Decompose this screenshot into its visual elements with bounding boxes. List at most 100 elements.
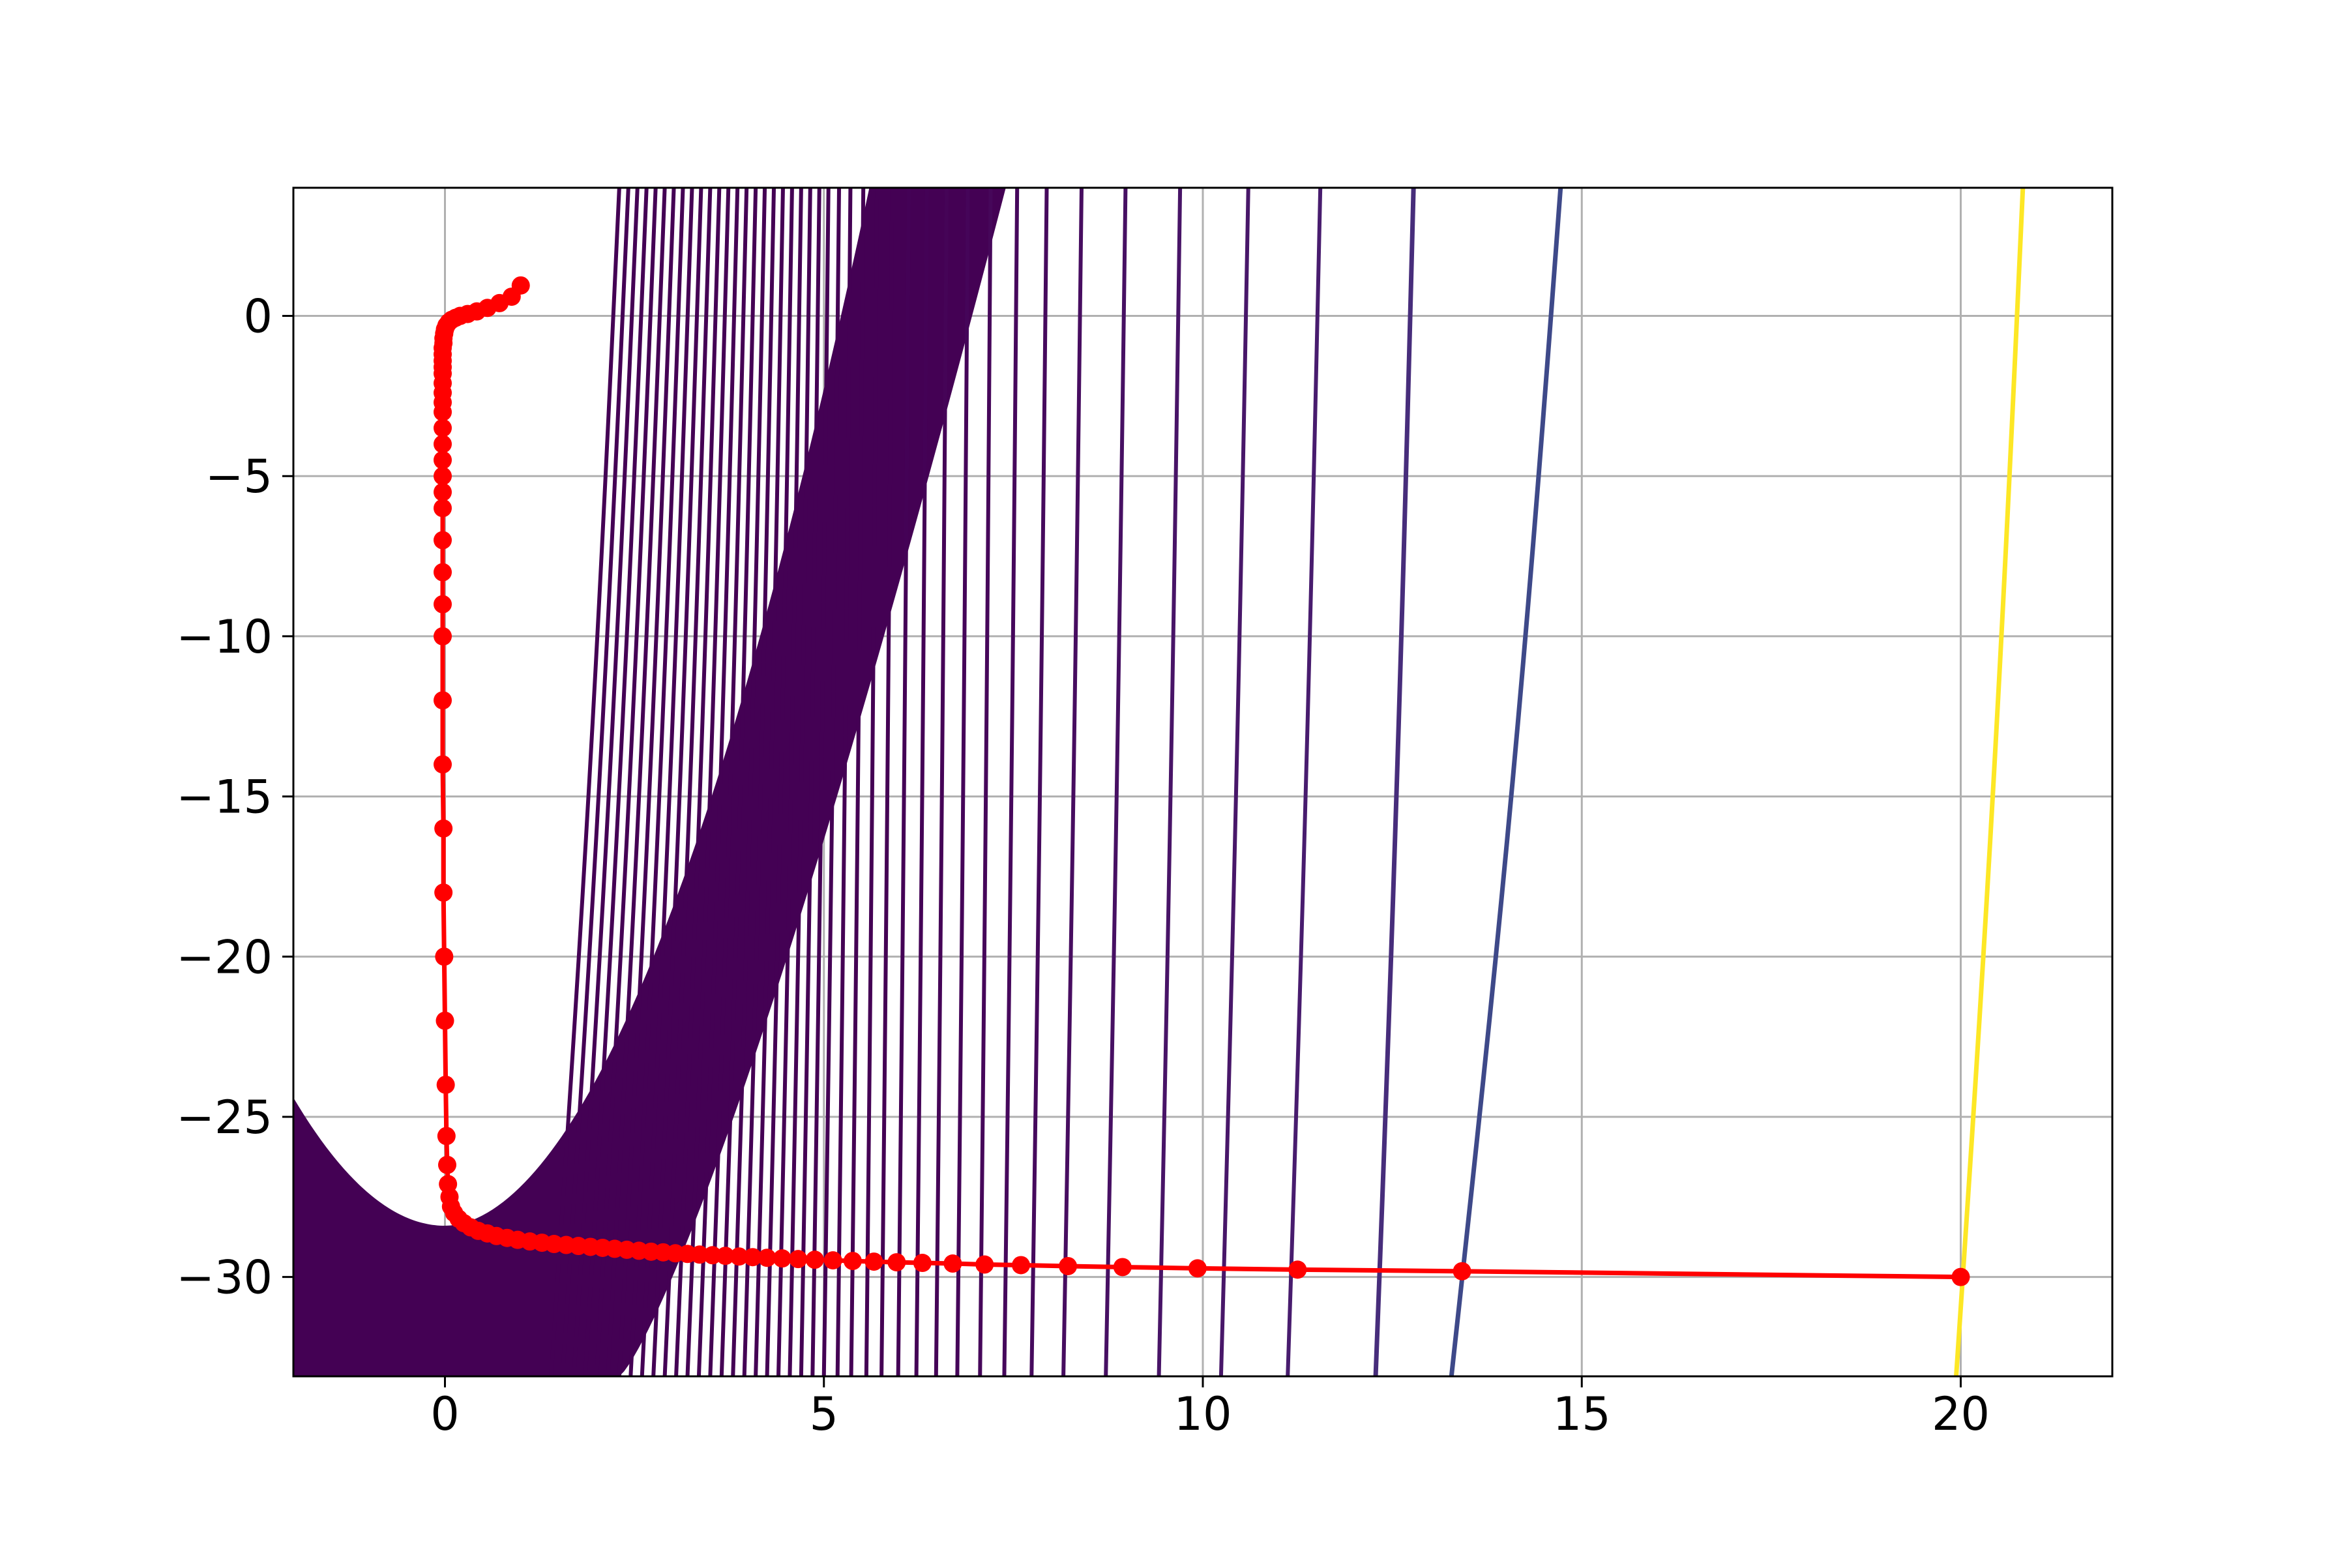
- x-tick-label-3: 15: [1553, 1387, 1611, 1441]
- contour-line-9: [651, 188, 703, 1376]
- trajectory-point-58: [434, 627, 452, 645]
- trajectory-point-61: [434, 531, 452, 550]
- contour-line-6: [617, 188, 676, 1376]
- contour-line-40: [1286, 188, 1323, 1376]
- trajectory-point-63: [434, 482, 452, 501]
- trajectory-point-21: [703, 1246, 722, 1265]
- contour-line-35: [1029, 188, 1049, 1376]
- contour-line-34: [1002, 188, 1020, 1376]
- contour-line-31: [934, 188, 949, 1376]
- contour-line-11: [674, 188, 722, 1376]
- contour-line-32: [955, 188, 970, 1376]
- trajectory-point-56: [434, 755, 452, 774]
- contour-line-16: [731, 188, 767, 1376]
- trajectory-point-64: [434, 467, 452, 486]
- trajectory-point-48: [439, 1175, 458, 1194]
- contour-line-30: [914, 188, 929, 1376]
- trajectory-point-9: [913, 1254, 932, 1273]
- trajectory-point-14: [805, 1250, 824, 1269]
- y-tick-label-2: −10: [176, 610, 273, 664]
- trajectory-point-59: [434, 595, 452, 614]
- trajectory-point-18: [743, 1248, 762, 1267]
- trajectory-point-67: [434, 419, 452, 437]
- trajectory-point-91: [511, 276, 530, 295]
- trajectory-point-55: [434, 819, 453, 838]
- contour-line-14: [708, 188, 749, 1376]
- contour-line-28: [879, 188, 894, 1376]
- contour-line-33: [978, 188, 993, 1376]
- contour-line-36: [1061, 188, 1084, 1376]
- contour-line-23: [810, 188, 831, 1376]
- x-tick-label-4: 20: [1932, 1387, 1990, 1441]
- contour-line-43: [1954, 188, 2026, 1376]
- contour-line-3: [583, 188, 649, 1376]
- trajectory-point-66: [434, 435, 452, 454]
- contour-line-12: [685, 188, 731, 1376]
- contour-line-24: [821, 188, 841, 1376]
- trajectory-point-2: [1288, 1260, 1307, 1279]
- contour-line-39: [1218, 188, 1250, 1376]
- trajectory-point-65: [434, 451, 452, 469]
- trajectory-point-5: [1059, 1256, 1078, 1275]
- x-tick-label-0: 0: [430, 1387, 460, 1441]
- contour-line-25: [835, 188, 853, 1376]
- trajectory-point-11: [864, 1252, 883, 1271]
- trajectory-point-17: [758, 1249, 776, 1267]
- y-tick-label-3: −15: [176, 771, 273, 824]
- contour-line-18: [754, 188, 785, 1376]
- trajectory-point-53: [435, 947, 454, 966]
- contour-line-7: [628, 188, 685, 1376]
- contour-line-26: [849, 188, 866, 1376]
- contour-line-17: [742, 188, 776, 1376]
- trajectory-point-10: [887, 1253, 906, 1272]
- y-tick-label-1: −5: [205, 450, 273, 503]
- contour-filled-region: [293, 188, 1006, 1376]
- contour-line-8: [640, 188, 694, 1376]
- trajectory-point-7: [975, 1255, 994, 1274]
- contour-line-22: [799, 188, 821, 1376]
- contour-line-5: [606, 188, 667, 1376]
- contour-line-4: [595, 188, 658, 1376]
- x-tick-label-1: 5: [809, 1387, 838, 1441]
- contour-line-27: [864, 188, 879, 1376]
- trajectory-point-54: [434, 883, 453, 902]
- contour-line-13: [696, 188, 740, 1376]
- trajectory-layer: [434, 276, 1970, 1286]
- contour-line-29: [896, 188, 911, 1376]
- trajectory-point-0: [1951, 1267, 1970, 1286]
- trajectory-point-49: [437, 1155, 456, 1174]
- trajectory-point-13: [823, 1251, 842, 1270]
- trajectory-point-12: [843, 1252, 862, 1271]
- contour-line-2: [572, 188, 640, 1376]
- trajectory-point-19: [730, 1247, 748, 1266]
- trajectory-point-4: [1113, 1258, 1132, 1277]
- contour-layer: [293, 188, 2026, 1376]
- contour-line-19: [765, 188, 794, 1376]
- x-tick-label-2: 10: [1174, 1387, 1232, 1441]
- trajectory-point-52: [435, 1011, 454, 1030]
- trajectory-point-57: [434, 691, 452, 710]
- trajectory-point-60: [434, 563, 452, 582]
- y-tick-label-6: −30: [176, 1251, 273, 1305]
- contour-line-37: [1104, 188, 1128, 1376]
- contour-line-0: [549, 188, 621, 1376]
- trajectory-point-6: [1012, 1256, 1030, 1275]
- x-axis: 0 5 10 15 20: [430, 1376, 1990, 1441]
- trajectory-point-50: [437, 1127, 456, 1146]
- contour-line-42: [1449, 188, 1563, 1376]
- trajectory-point-20: [716, 1247, 735, 1265]
- y-tick-label-5: −25: [176, 1091, 273, 1144]
- contour-line-38: [1157, 188, 1183, 1376]
- trajectory-point-15: [789, 1250, 808, 1269]
- contour-line-1: [560, 188, 630, 1376]
- trajectory-point-51: [436, 1075, 455, 1094]
- trajectory-point-1: [1453, 1262, 1471, 1280]
- contour-line-15: [719, 188, 758, 1376]
- contour-line-21: [788, 188, 812, 1376]
- trajectory-point-8: [943, 1254, 962, 1273]
- contour-line-20: [776, 188, 803, 1376]
- y-tick-label-4: −20: [176, 930, 273, 984]
- y-axis: 0 −5 −10 −15 −20 −25 −30: [176, 290, 293, 1305]
- trajectory-point-62: [434, 499, 452, 518]
